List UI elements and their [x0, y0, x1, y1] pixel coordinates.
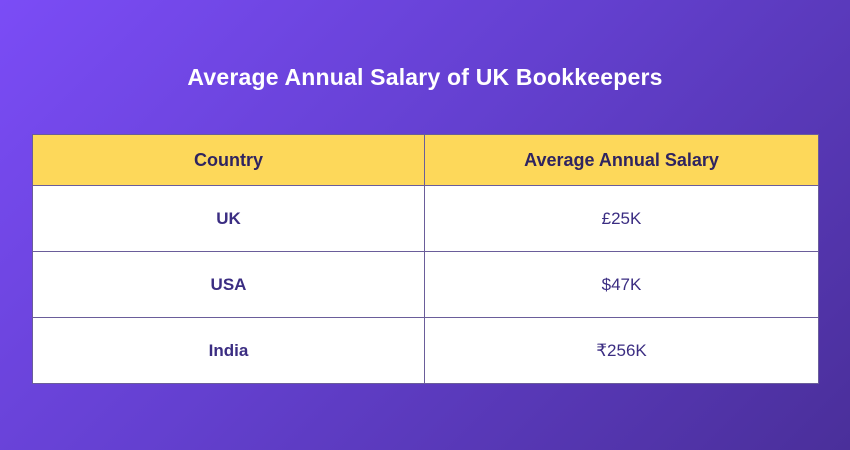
- salary-cell: $47K: [424, 251, 819, 318]
- country-cell: India: [32, 317, 425, 384]
- salary-cell: ₹256K: [424, 317, 819, 384]
- salary-cell: £25K: [424, 185, 819, 252]
- country-cell: USA: [32, 251, 425, 318]
- salary-table: Country Average Annual Salary UK £25K US…: [32, 134, 819, 384]
- column-header-average-annual-salary: Average Annual Salary: [424, 134, 819, 186]
- column-header-country: Country: [32, 134, 425, 186]
- table-header-row: Country Average Annual Salary: [32, 134, 819, 186]
- table-row: USA $47K: [32, 251, 819, 318]
- table-row: UK £25K: [32, 185, 819, 252]
- page-title: Average Annual Salary of UK Bookkeepers: [187, 64, 663, 90]
- country-cell: UK: [32, 185, 425, 252]
- table-row: India ₹256K: [32, 317, 819, 384]
